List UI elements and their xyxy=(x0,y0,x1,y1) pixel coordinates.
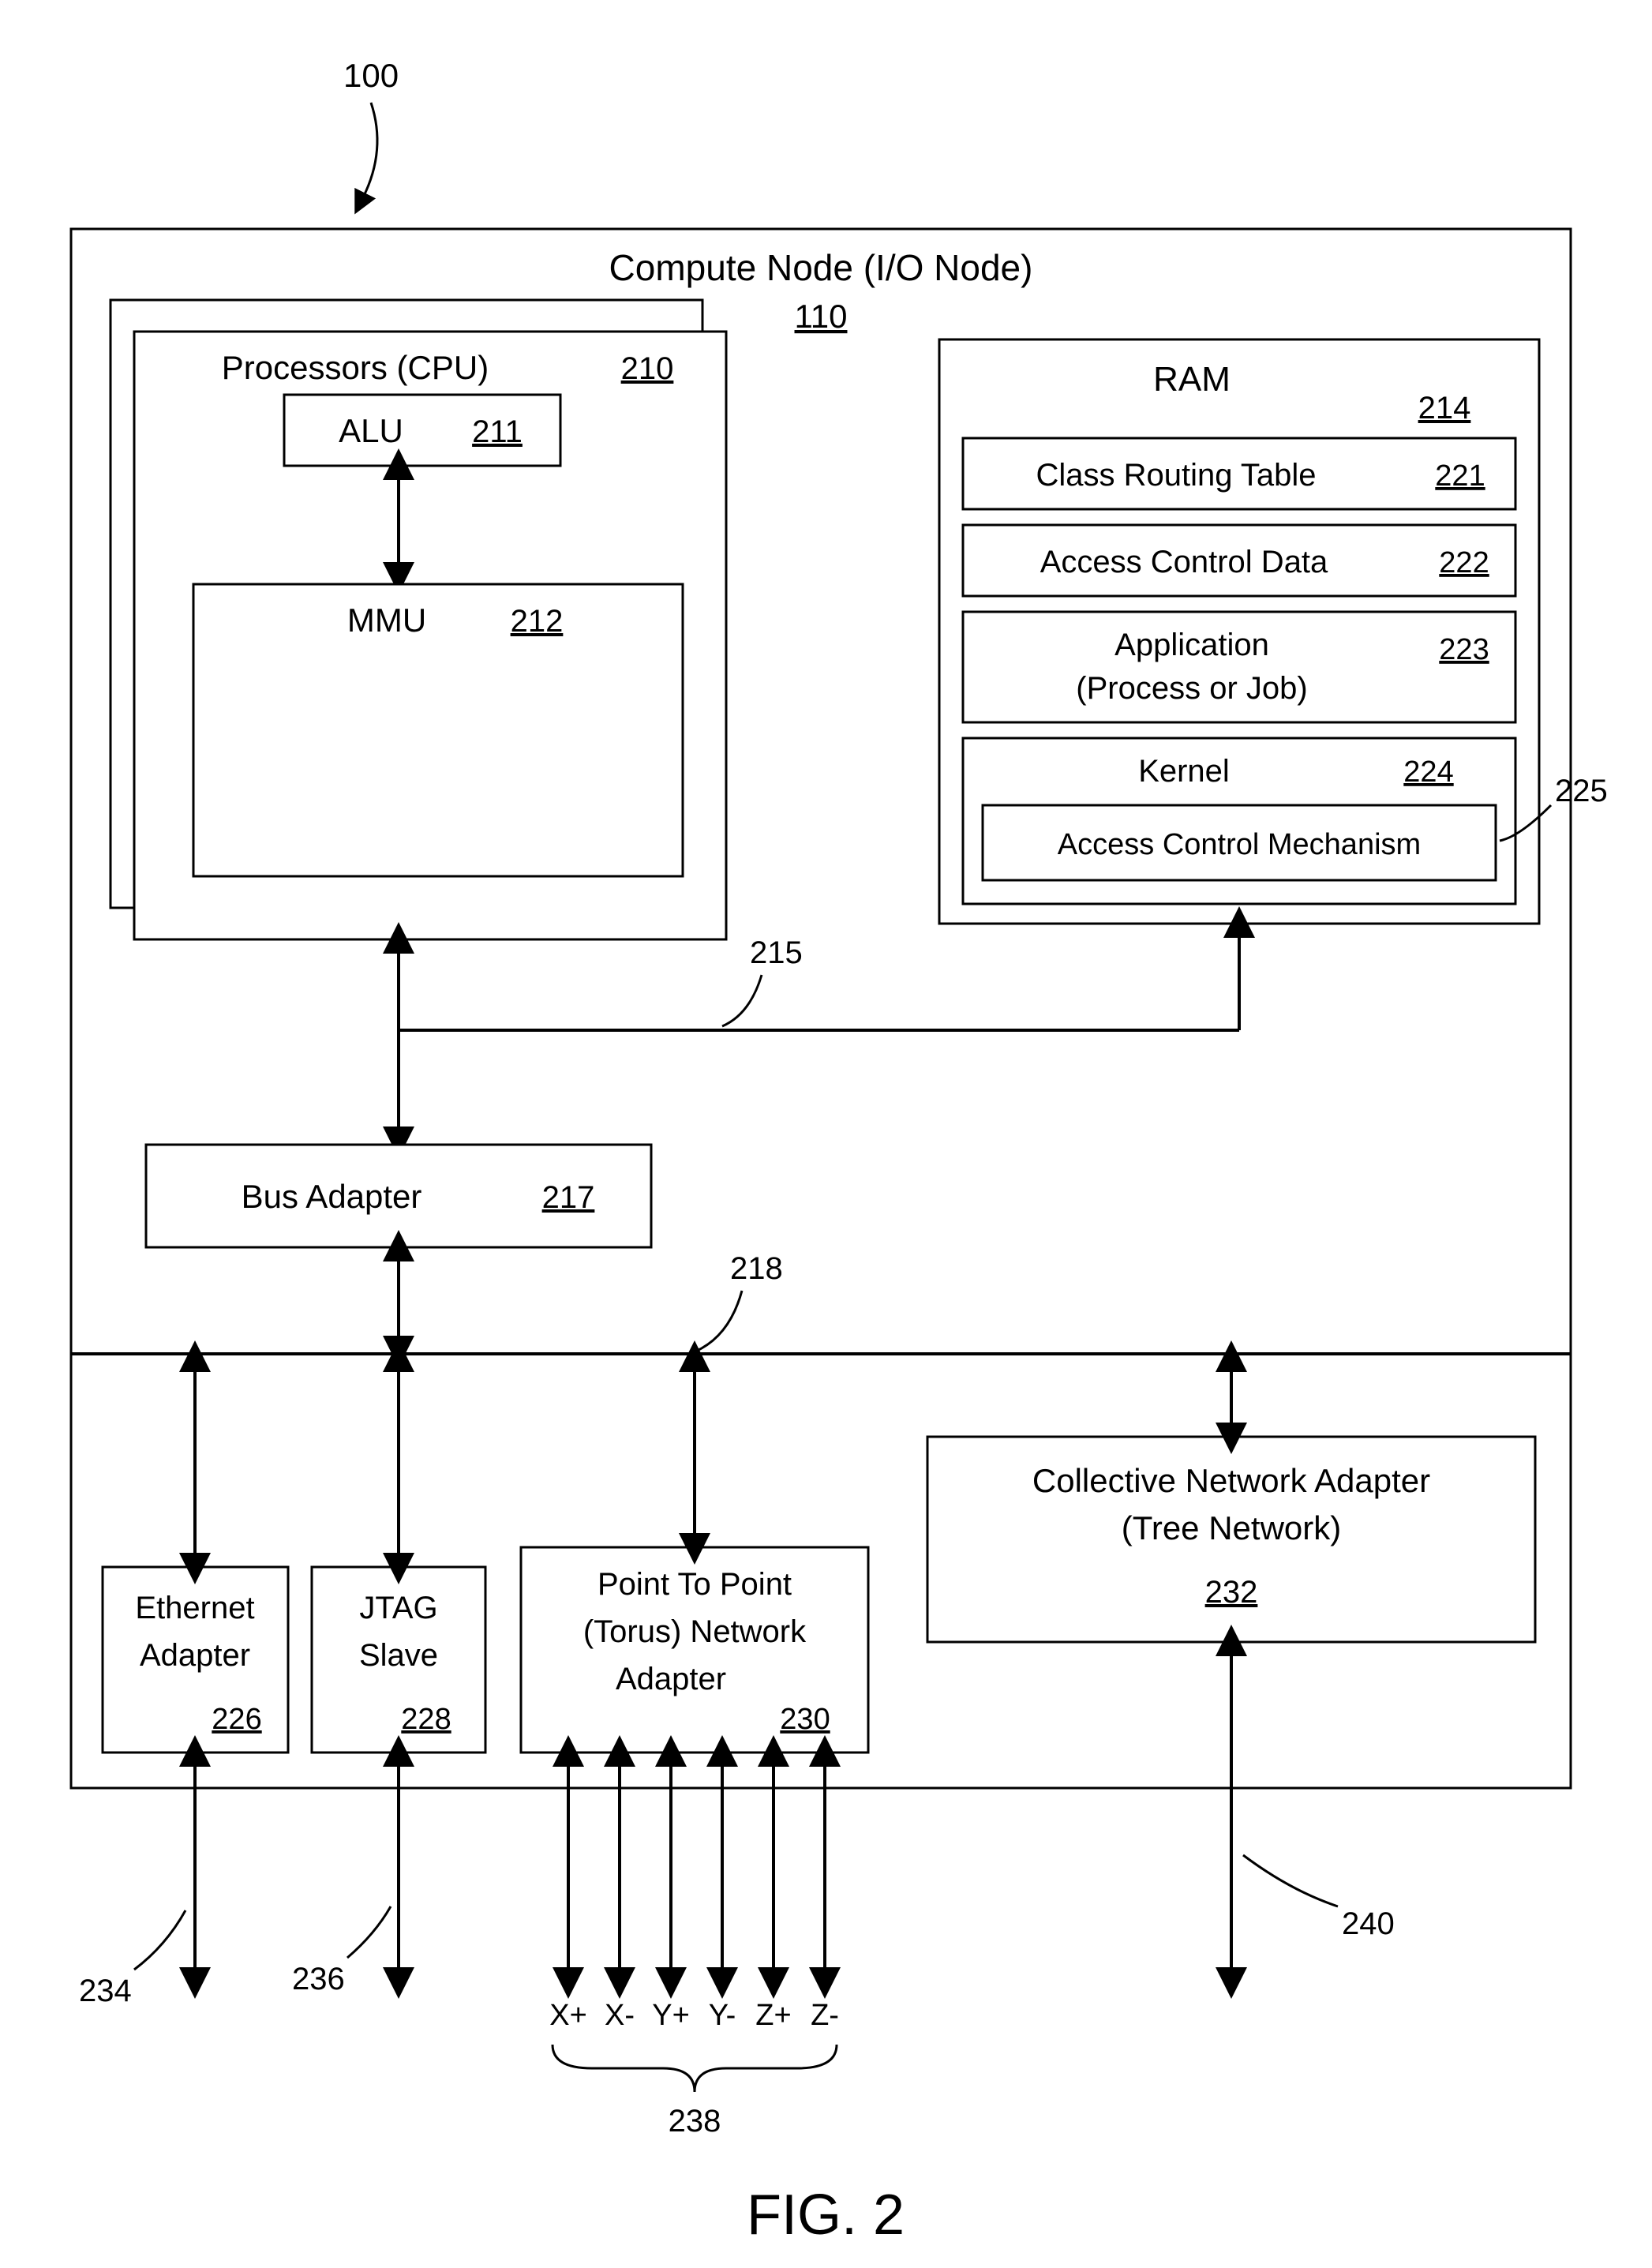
acm-ref: 225 xyxy=(1555,774,1608,808)
jtag-l1: JTAG xyxy=(359,1591,437,1625)
ptp-l3: Adapter xyxy=(616,1662,726,1696)
ext234-ref: 234 xyxy=(79,1974,132,2008)
axis-2: Y+ xyxy=(652,1999,690,2032)
pointer-234 xyxy=(134,1910,185,1970)
bus-adapter-label: Bus Adapter xyxy=(242,1178,422,1215)
bus-adapter-ref: 217 xyxy=(542,1180,595,1215)
eth-ref: 226 xyxy=(212,1703,261,1736)
kernel-label: Kernel xyxy=(1138,754,1230,789)
ref-100: 100 xyxy=(343,57,399,94)
axis-0: X+ xyxy=(549,1999,587,2032)
compute-node-ref: 110 xyxy=(795,298,848,335)
coll-ref: 232 xyxy=(1205,1575,1258,1610)
crt-ref: 221 xyxy=(1435,459,1485,493)
mmu-label: MMU xyxy=(347,602,426,639)
ext240-ref: 240 xyxy=(1342,1906,1395,1941)
acm-label: Access Control Mechanism xyxy=(1058,828,1421,861)
axis-4: Z+ xyxy=(755,1999,791,2032)
acd-label: Access Control Data xyxy=(1040,545,1328,579)
app-ref: 223 xyxy=(1439,633,1489,666)
eth-l1: Ethernet xyxy=(135,1591,254,1625)
pointer-240 xyxy=(1243,1855,1338,1906)
pointer-100 xyxy=(363,103,377,197)
bus218-ref: 218 xyxy=(730,1251,783,1286)
axis-1: X- xyxy=(605,1999,635,2032)
axis-3: Y- xyxy=(709,1999,736,2032)
ram-ref: 214 xyxy=(1418,391,1471,425)
bus215-ref: 215 xyxy=(750,935,803,970)
app-line1: Application xyxy=(1114,628,1269,662)
jtag-l2: Slave xyxy=(359,1638,438,1673)
eth-l2: Adapter xyxy=(140,1638,250,1673)
kernel-ref: 224 xyxy=(1403,755,1453,789)
crt-label: Class Routing Table xyxy=(1036,458,1316,493)
figure-label: FIG. 2 xyxy=(747,2184,905,2247)
ptp-l1: Point To Point xyxy=(597,1567,792,1602)
cpu-label: Processors (CPU) xyxy=(222,349,489,386)
ext236-ref: 236 xyxy=(292,1962,345,1996)
coll-l2: (Tree Network) xyxy=(1122,1509,1341,1546)
acd-ref: 222 xyxy=(1439,546,1489,579)
compute-node-title: Compute Node (I/O Node) xyxy=(609,247,1033,288)
app-line2: (Process or Job) xyxy=(1076,671,1307,706)
ptp-ref: 230 xyxy=(780,1703,830,1736)
torus-brace xyxy=(553,2045,837,2092)
ram-label: RAM xyxy=(1153,360,1231,399)
jtag-ref: 228 xyxy=(401,1703,451,1736)
ptp-l2: (Torus) Network xyxy=(583,1614,807,1649)
alu-label: ALU xyxy=(339,412,403,449)
cpu-ref: 210 xyxy=(621,351,674,386)
alu-ref: 211 xyxy=(472,414,523,449)
mmu-ref: 212 xyxy=(511,604,564,639)
torus-arrows xyxy=(568,1760,825,1974)
axis-5: Z- xyxy=(811,1999,839,2032)
pointer-236 xyxy=(347,1906,391,1958)
ext238-ref: 238 xyxy=(669,2104,721,2139)
mmu-box xyxy=(193,584,683,876)
coll-l1: Collective Network Adapter xyxy=(1032,1462,1430,1499)
